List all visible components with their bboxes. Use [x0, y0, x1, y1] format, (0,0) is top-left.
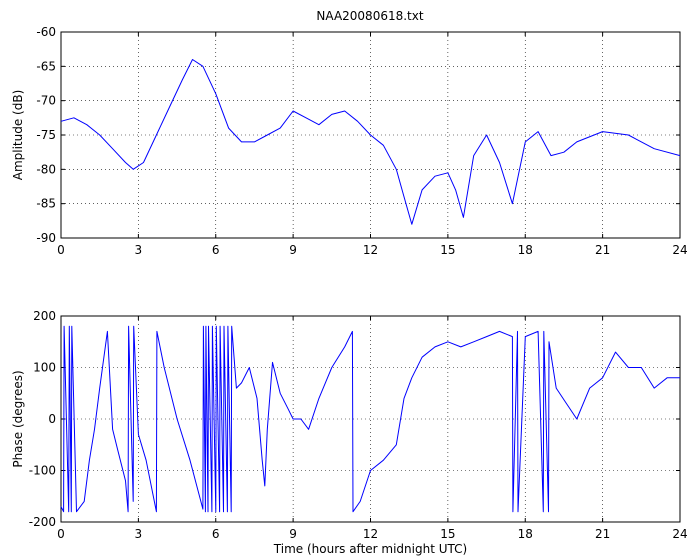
- y-tick-label: -85: [36, 197, 56, 211]
- x-tick-label: 12: [363, 527, 378, 541]
- y-tick-label: -70: [36, 94, 56, 108]
- y-tick-label: -200: [29, 515, 56, 529]
- y-tick-label: -75: [36, 128, 56, 142]
- phase-x-axis-label: Time (hours after midnight UTC): [273, 542, 467, 556]
- amplitude-y-axis-label: Amplitude (dB): [11, 90, 25, 181]
- x-tick-label: 9: [289, 527, 297, 541]
- x-tick-label: 21: [595, 527, 610, 541]
- x-tick-label: 0: [57, 243, 65, 257]
- y-tick-label: -100: [29, 464, 56, 478]
- y-tick-label: -65: [36, 59, 56, 73]
- chart-title: NAA20080618.txt: [316, 9, 423, 23]
- y-tick-label: 0: [48, 412, 56, 426]
- x-tick-label: 18: [518, 527, 533, 541]
- x-tick-label: 21: [595, 243, 610, 257]
- x-tick-label: 6: [212, 527, 220, 541]
- x-tick-label: 9: [289, 243, 297, 257]
- x-tick-label: 15: [440, 527, 455, 541]
- y-tick-label: 200: [33, 309, 56, 323]
- y-tick-label: 100: [33, 361, 56, 375]
- y-tick-label: -60: [36, 25, 56, 39]
- y-tick-label: -90: [36, 231, 56, 245]
- x-tick-label: 3: [135, 527, 143, 541]
- x-tick-label: 24: [672, 527, 687, 541]
- x-tick-label: 3: [135, 243, 143, 257]
- x-tick-label: 12: [363, 243, 378, 257]
- x-tick-label: 0: [57, 527, 65, 541]
- phase-axes: 0 3 6 9 12 15 18 21 24 200 100 0 -100 -200 Phase (deg…: [11, 309, 688, 556]
- x-tick-label: 15: [440, 243, 455, 257]
- x-tick-label: 24: [672, 243, 687, 257]
- y-tick-label: -80: [36, 162, 56, 176]
- phase-series-line: [60, 325, 680, 513]
- phase-y-axis-label: Phase (degrees): [11, 370, 25, 467]
- x-tick-label: 18: [518, 243, 533, 257]
- amplitude-axes: 0 3 6 9 12 15 18 21 24 -60 -65 -70 -75 -80 -85 -90 Ampl…: [11, 25, 688, 257]
- amplitude-ticks: 0 3 6 9 12 15 18 21 24 -60 -65 -70 -75 -80 -85 -90: [36, 25, 687, 257]
- phase-ticks: 0 3 6 9 12 15 18 21 24 200 100 0 -100 -200: [29, 309, 688, 541]
- x-tick-label: 6: [212, 243, 220, 257]
- amplitude-series-line: [60, 59, 681, 225]
